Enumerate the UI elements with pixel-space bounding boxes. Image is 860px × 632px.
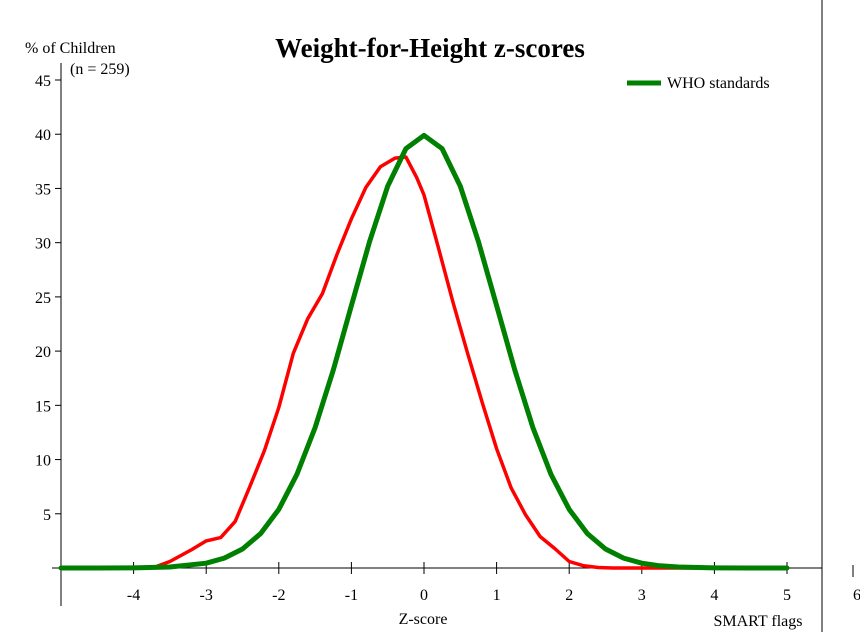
edge-tick-label: 6 <box>853 587 860 604</box>
x-tick-label: 2 <box>565 587 573 604</box>
series-layer <box>58 132 790 571</box>
x-tick-label: -1 <box>345 587 358 604</box>
x-tick-label: 5 <box>783 587 791 604</box>
y-tick-label: 25 <box>35 290 51 307</box>
legend: WHO standards <box>627 75 770 92</box>
x-tick-label: -2 <box>272 587 285 604</box>
x-tick-label: 0 <box>420 587 428 604</box>
y-axis-label: % of Children <box>25 40 116 57</box>
series-line-observed <box>59 155 789 570</box>
y-tick-label: 35 <box>35 181 51 198</box>
series-line-who-standards <box>58 132 790 571</box>
y-tick-label: 45 <box>35 73 51 90</box>
y-tick-label: 10 <box>35 453 51 470</box>
y-tick-label: 40 <box>35 127 51 144</box>
x-tick-label: -3 <box>200 587 213 604</box>
smart-flags-label: SMART flags <box>714 613 803 630</box>
x-tick-label: 3 <box>638 587 646 604</box>
legend-label-who: WHO standards <box>667 75 770 92</box>
chart-title: Weight-for-Height z-scores <box>275 33 585 63</box>
x-tick-label: 1 <box>493 587 501 604</box>
x-tick-label: 4 <box>710 587 718 604</box>
y-tick-label: 20 <box>35 344 51 361</box>
y-tick-label: 5 <box>43 507 51 524</box>
y-tick-label: 15 <box>35 398 51 415</box>
x-tick-label: -4 <box>127 587 140 604</box>
sample-size-note: (n = 259) <box>70 61 130 78</box>
y-tick-label: 30 <box>35 236 51 253</box>
x-axis-label: Z-score <box>399 611 448 628</box>
